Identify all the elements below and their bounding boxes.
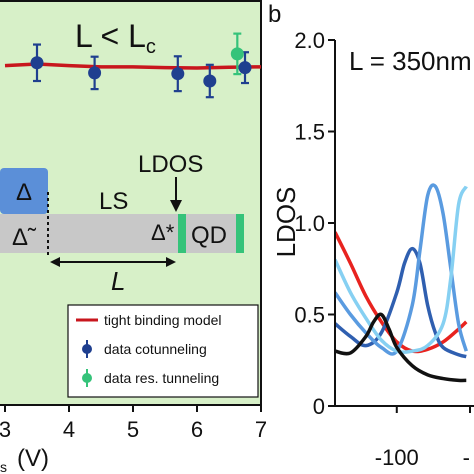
schematic-ls-label: LS xyxy=(99,188,128,215)
schematic-ls-bar xyxy=(0,214,242,253)
schematic-qd-right-edge xyxy=(236,214,244,253)
schematic-qd-label: QD xyxy=(191,222,227,249)
ldos-curve xyxy=(336,246,467,359)
y-tick-label: 1.5 xyxy=(294,120,325,145)
cotunneling-point xyxy=(171,67,185,81)
x-tick-label: 6 xyxy=(191,417,203,442)
x-tick-label: - xyxy=(463,445,470,470)
x-tick-label: 4 xyxy=(63,417,75,442)
schematic-length-arrow-left xyxy=(50,257,60,267)
panel-a-x-label-unit: (V) xyxy=(17,445,49,472)
schematic-ldos-label: LDOS xyxy=(138,151,203,178)
cotunneling-point xyxy=(238,61,252,75)
panel-a-x-label-prefix: s xyxy=(0,459,7,474)
panel-a-annotation: L < Lc xyxy=(75,18,156,58)
ldos-curve xyxy=(336,312,467,383)
panel-b-annotation: L = 350nm xyxy=(349,46,472,76)
x-tick-label: 5 xyxy=(127,417,139,442)
panel-b-y-label: LDOS xyxy=(271,187,301,258)
x-tick-label: -100 xyxy=(375,445,419,470)
panel-b-y-ticks: 0 0.5 1.0 1.5 2.0 xyxy=(294,28,335,419)
schematic-length-arrow-right xyxy=(166,257,176,267)
ldos-curve xyxy=(336,231,468,354)
schematic-delta-label: Δ xyxy=(16,179,32,206)
panel-a-x-ticks: 3 4 5 6 7 xyxy=(0,405,267,442)
res-tunneling-point xyxy=(230,47,244,61)
panel-b: b LDOS 0 0.5 1.0 1.5 2.0 -100 - L = 350nm xyxy=(268,1,474,470)
y-tick-label: 0.5 xyxy=(294,303,325,328)
legend-marker-res-tunneling xyxy=(82,373,92,383)
schematic: Δ Δ̃ LS LDOS Δ* QD L xyxy=(0,151,244,296)
panel-a: L < Lc Δ Δ̃ LS LDOS Δ* QD L xyxy=(0,0,267,474)
model-line xyxy=(4,62,262,70)
schematic-delta-star-label: Δ* xyxy=(151,220,175,245)
x-tick-label: 3 xyxy=(0,417,11,442)
cotunneling-point xyxy=(203,74,217,88)
legend-label-model: tight binding model xyxy=(104,312,222,328)
schematic-qd-left-edge xyxy=(178,214,186,253)
cotunneling-point xyxy=(30,56,44,70)
legend-marker-cotunneling xyxy=(82,344,92,354)
panel-a-legend: tight binding model data cotunneling dat… xyxy=(67,304,259,398)
panel-b-x-ticks: -100 - xyxy=(375,406,471,470)
panel-b-series xyxy=(336,183,468,383)
panel-a-annotation-main: L < L xyxy=(75,18,146,54)
cotunneling-point xyxy=(88,66,102,80)
schematic-ldos-arrow-head xyxy=(170,200,182,212)
panel-b-label: b xyxy=(268,1,281,28)
legend-box xyxy=(67,304,259,398)
panel-a-annotation-sub: c xyxy=(146,36,156,58)
panel-a-series xyxy=(4,32,262,99)
y-tick-label: 0 xyxy=(313,394,325,419)
legend-label-cotunneling: data cotunneling xyxy=(104,341,207,357)
ldos-curve xyxy=(336,185,468,354)
panel-a-x-label: s (V) xyxy=(0,445,49,474)
schematic-delta-block xyxy=(0,168,48,214)
y-tick-label: 1.0 xyxy=(294,211,325,236)
schematic-length-label: L xyxy=(111,266,125,296)
x-tick-label: 7 xyxy=(255,417,267,442)
legend-label-res-tunneling: data res. tunneling xyxy=(104,370,219,386)
y-tick-label: 2.0 xyxy=(294,28,325,53)
